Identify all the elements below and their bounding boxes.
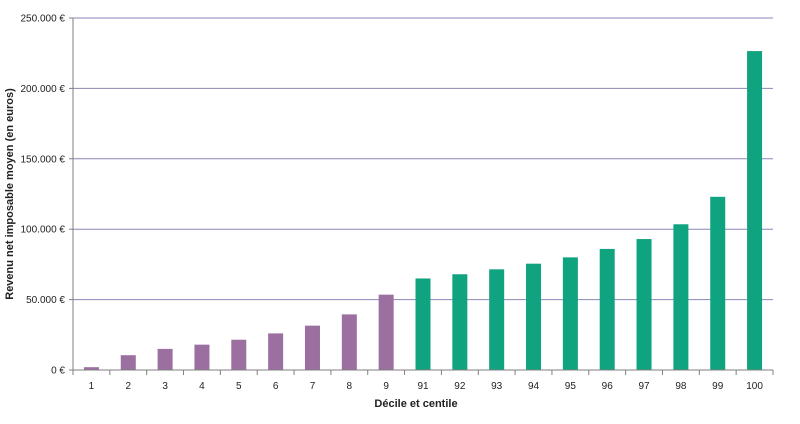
bar [341, 314, 357, 370]
bars [83, 51, 763, 370]
y-tick-label: 0 € [51, 366, 65, 377]
x-tick-label: 96 [602, 381, 614, 392]
bar [562, 257, 578, 370]
axes [69, 17, 774, 375]
x-tick-label: 8 [347, 381, 353, 392]
bar [157, 348, 173, 370]
x-tick-label: 2 [125, 381, 131, 392]
y-tick-label: 250.000 € [21, 14, 66, 25]
bar [194, 344, 210, 370]
bar [636, 239, 652, 370]
x-tick-label: 3 [162, 381, 168, 392]
bar [83, 367, 99, 370]
x-tick-label: 91 [417, 381, 429, 392]
x-tick-label: 1 [89, 381, 95, 392]
bar [747, 51, 763, 370]
x-tick-label: 97 [638, 381, 650, 392]
x-tick-label: 93 [491, 381, 503, 392]
y-tick-label: 200.000 € [21, 84, 66, 95]
x-tick-label: 7 [310, 381, 316, 392]
bar [415, 278, 431, 370]
bar [120, 355, 136, 370]
x-tick-label: 100 [746, 381, 763, 392]
x-tick-label: 5 [236, 381, 242, 392]
y-tick-label: 100.000 € [21, 225, 66, 236]
x-tick-label: 4 [199, 381, 205, 392]
x-tick-label: 6 [273, 381, 279, 392]
bar [452, 274, 468, 370]
bar [304, 325, 320, 370]
x-axis-title: Décile et centile [374, 398, 457, 410]
y-tick-labels: 0 € 50.000 € 100.000 € 150.000 € 200.000 € 25… [21, 14, 66, 377]
bar [268, 333, 284, 370]
x-tick-label: 95 [565, 381, 577, 392]
y-axis-title: Revenu net imposable moyen (en euros) [4, 88, 16, 300]
bar [673, 224, 689, 370]
bar [710, 196, 726, 370]
y-tick-label: 50.000 € [26, 295, 65, 306]
bar [489, 269, 505, 370]
x-tick-label: 99 [712, 381, 724, 392]
x-tick-label: 92 [454, 381, 466, 392]
x-tick-label: 94 [528, 381, 540, 392]
bar [231, 339, 247, 370]
bar [599, 248, 615, 370]
bar [378, 294, 394, 370]
bar [526, 263, 542, 370]
gridlines [73, 17, 773, 301]
y-tick-label: 150.000 € [21, 154, 66, 165]
x-tick-labels: 1 2 3 4 5 6 7 8 9 91 92 93 94 95 96 97 98 99 100 [89, 381, 764, 392]
x-tick-label: 98 [675, 381, 687, 392]
x-tick-label: 9 [383, 381, 389, 392]
